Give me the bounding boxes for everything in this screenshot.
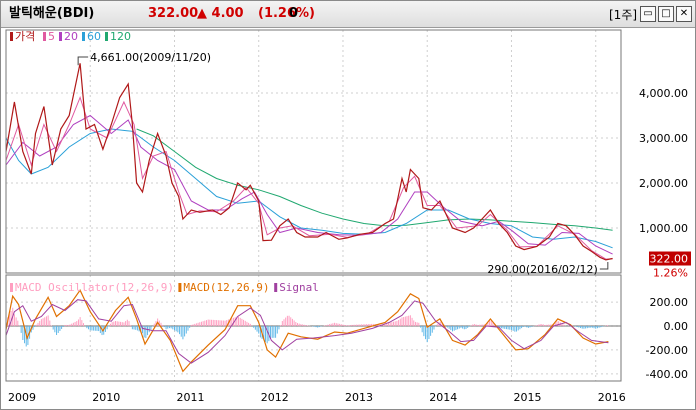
axes <box>5 29 622 382</box>
macd-tick-label: -400.00 <box>646 368 688 381</box>
legend-label: 60 <box>87 30 101 43</box>
x-tick-label: 2010 <box>92 391 120 404</box>
signal-line <box>5 299 609 364</box>
legend-swatch <box>178 283 182 292</box>
legend-label: 120 <box>110 30 131 43</box>
legend-label: 20 <box>64 30 78 43</box>
y-tick-label: 4,000.00 <box>639 87 688 100</box>
x-tick-label: 2016 <box>598 391 626 404</box>
ma20-line <box>5 114 613 255</box>
low-annotation: 290.00(2016/02/12) <box>487 263 597 276</box>
last-value-label: 322.00 <box>650 253 689 266</box>
chart-labels: 2009 2010 2011 2012 2013 2014 2015 2016 1,000.00… <box>8 30 691 404</box>
legend-label: 5 <box>48 30 55 43</box>
volume-value: 0 <box>289 6 299 21</box>
close-icon[interactable]: ✕ <box>676 6 692 22</box>
minimize-icon[interactable]: ▭ <box>640 6 656 22</box>
macd-tick-label: 0.00 <box>664 320 689 333</box>
legend-swatch <box>274 283 278 292</box>
high-marker <box>77 56 89 66</box>
legend-label: Signal <box>279 281 319 294</box>
instrument-name: 발틱해운(BDI) <box>9 6 95 21</box>
series-lines <box>5 63 613 373</box>
last-pct-label: 1.26% <box>653 267 688 280</box>
low-marker <box>599 261 609 270</box>
legend-swatch <box>82 32 85 41</box>
price-panel-frame <box>5 29 622 274</box>
legend-swatch <box>59 32 62 41</box>
x-tick-label: 2011 <box>176 391 204 404</box>
current-price: 322.00 <box>148 6 199 21</box>
legend-label: MACD(12,26,9) <box>183 281 269 294</box>
ma5-line <box>5 96 613 260</box>
ma60-line <box>5 128 613 249</box>
x-tick-label: 2015 <box>513 391 541 404</box>
legend-swatch <box>43 32 46 41</box>
macd-tick-label: 200.00 <box>650 296 689 309</box>
last-value-tag <box>649 251 691 266</box>
legend-swatch <box>10 32 13 41</box>
x-tick-label: 2009 <box>8 391 36 404</box>
y-tick-label: 3,000.00 <box>639 132 688 145</box>
macd-oscillator-bars <box>5 307 609 347</box>
maximize-icon[interactable]: □ <box>658 6 674 22</box>
price-line <box>5 63 613 261</box>
y-tick-label: 2,000.00 <box>639 177 688 190</box>
period-selector[interactable]: [1주] <box>609 8 638 22</box>
title-bar: 발틱해운(BDI) 322.00 ▲ 4.00 (1.26%) 0 [1주] ▭… <box>1 1 695 28</box>
y-tick-label: 1,000.00 <box>639 222 688 235</box>
macd-tick-label: -200.00 <box>646 344 688 357</box>
chart-area: 2009 2010 2011 2012 2013 2014 2015 2016 1,000.00… <box>5 29 691 404</box>
x-tick-label: 2014 <box>429 391 457 404</box>
price-change-pct: (1.26%) <box>258 6 315 21</box>
legend-swatch <box>10 283 13 292</box>
ma120-line <box>136 128 613 231</box>
high-annotation: 4,661.00(2009/11/20) <box>90 51 211 64</box>
price-change: ▲ 4.00 <box>197 6 244 21</box>
legend-label: 가격 <box>15 30 35 43</box>
macd-line <box>5 289 609 373</box>
legend-label: MACD Oscillator(12,26,9) <box>15 281 174 294</box>
macd-panel-frame <box>5 274 622 382</box>
x-tick-label: 2013 <box>345 391 373 404</box>
legend-swatch <box>105 32 108 41</box>
x-tick-label: 2012 <box>261 391 289 404</box>
